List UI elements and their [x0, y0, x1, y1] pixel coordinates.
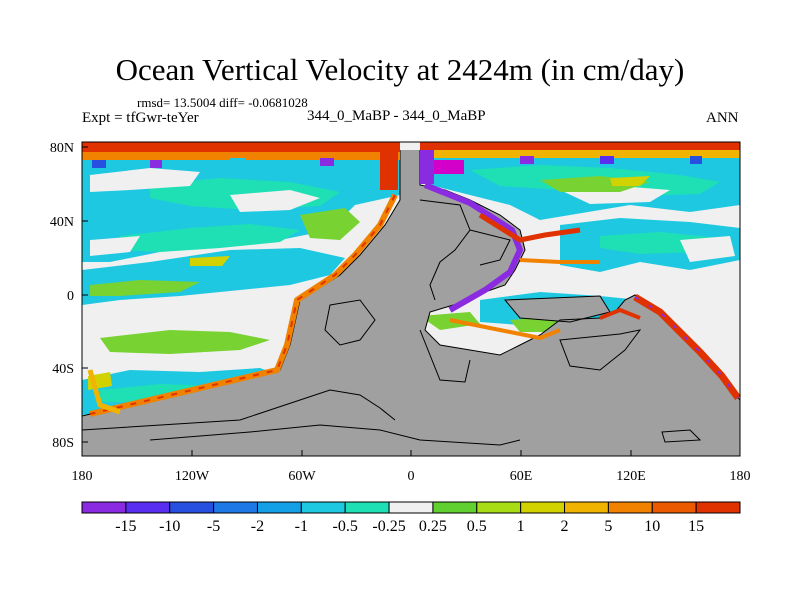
- colorbar-label: 10: [644, 518, 660, 535]
- season-label: ANN: [706, 110, 739, 126]
- colorbar-label: -10: [159, 518, 180, 535]
- lon-label: 120E: [616, 469, 646, 484]
- lon-label: 0: [408, 469, 415, 484]
- colorbar-swatch: [520, 501, 566, 514]
- colorbar-swatch: [169, 501, 215, 514]
- colorbar-swatch: [695, 501, 741, 514]
- colorbar-label: -0.25: [372, 518, 405, 535]
- lat-label: 0: [67, 289, 74, 304]
- colorbar-label: 1: [517, 518, 525, 535]
- colorbar-label: 5: [604, 518, 612, 535]
- colorbar: [81, 501, 741, 514]
- stats-text: rmsd= 13.5004 diff= -0.0681028: [137, 95, 308, 110]
- colorbar-swatch: [388, 501, 434, 514]
- cases-label: 344_0_MaBP - 344_0_MaBP: [307, 108, 486, 124]
- colorbar-label: 0.25: [419, 518, 447, 535]
- colorbar-label: 2: [561, 518, 569, 535]
- lat-label: 40N: [50, 215, 74, 230]
- colorbar-swatch: [476, 501, 522, 514]
- coastal-band: [87, 182, 741, 417]
- colorbar-label: -0.5: [333, 518, 358, 535]
- lon-label: 60E: [510, 469, 533, 484]
- axis-ticks: [81, 146, 741, 456]
- colorbar-swatch: [213, 501, 258, 514]
- lon-label: 180: [730, 469, 751, 484]
- colorbar-swatch: [607, 501, 653, 514]
- plot-title: Ocean Vertical Velocity at 2424m (in cm/…: [115, 52, 685, 87]
- colorbar-label: -1: [295, 518, 308, 535]
- colorbar-swatch: [344, 501, 390, 514]
- lat-label: 40S: [52, 362, 74, 377]
- lon-label: 180: [72, 469, 93, 484]
- map-panel: [81, 141, 741, 457]
- lat-label: 80S: [52, 436, 74, 451]
- colorbar-label: 15: [688, 518, 704, 535]
- colorbar-swatch: [564, 501, 609, 514]
- colorbar-label: -5: [207, 518, 220, 535]
- lon-axis-labels: 180 120W 60W 0 60E 120E 180: [72, 469, 751, 484]
- green-field: [90, 176, 650, 354]
- colorbar-label: 0.5: [467, 518, 487, 535]
- colorbar-labels: -15 -10 -5 -2 -1 -0.5 -0.25 0.25 0.5 1 2 5 10 15: [115, 518, 704, 535]
- lon-label: 60W: [288, 469, 316, 484]
- lat-axis-labels: 80N 40N 0 40S 80S: [50, 141, 74, 451]
- colorbar-label: -2: [251, 518, 264, 535]
- arctic-band: [82, 142, 740, 190]
- colorbar-swatch: [125, 501, 171, 514]
- colorbar-swatch: [651, 501, 697, 514]
- colorbar-swatch: [81, 501, 127, 514]
- colorbar-swatch: [432, 501, 478, 514]
- lon-label: 120W: [175, 469, 210, 484]
- lat-label: 80N: [50, 141, 74, 156]
- experiment-label: Expt = tfGwr-teYer: [82, 110, 199, 126]
- colorbar-swatch: [256, 501, 302, 514]
- colorbar-swatch: [300, 501, 346, 514]
- colorbar-label: -15: [115, 518, 136, 535]
